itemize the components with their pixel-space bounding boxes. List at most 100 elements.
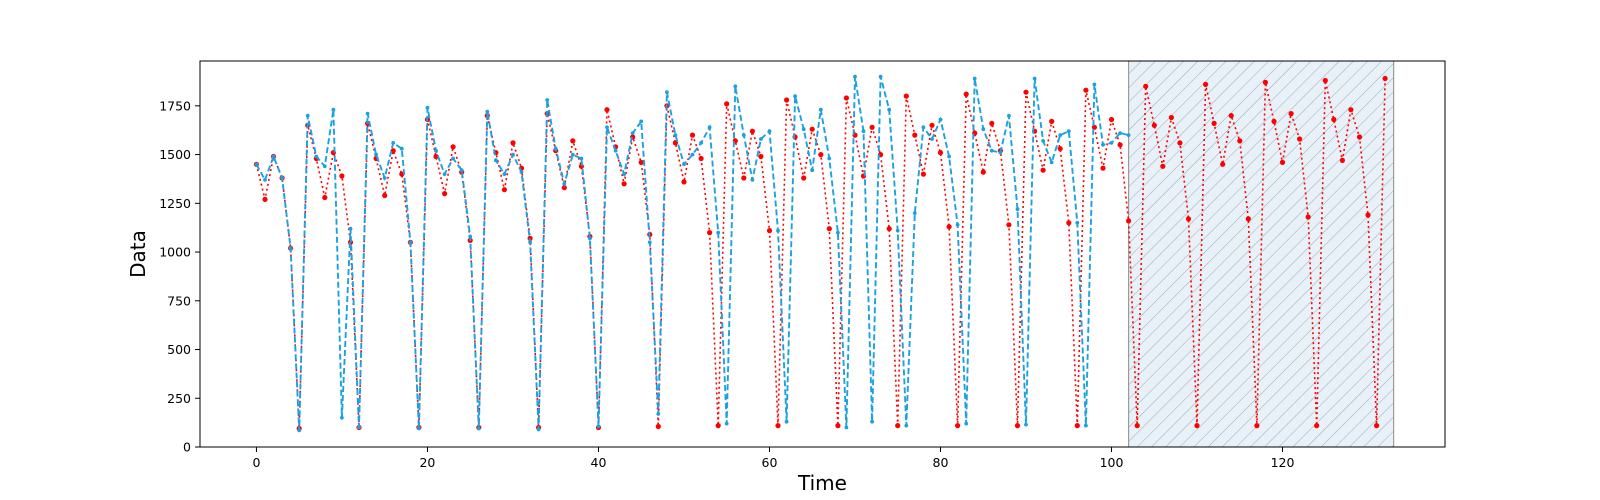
series-1-point	[1237, 138, 1243, 144]
series-1-point	[1314, 423, 1320, 429]
series-2-point	[818, 107, 823, 112]
series-1-point	[655, 423, 661, 430]
series-2-point	[570, 152, 575, 157]
series-1-point	[826, 226, 832, 232]
series-1-point	[1348, 107, 1354, 113]
series-2-point	[605, 125, 609, 130]
series-1-point	[715, 423, 721, 429]
series-2-point	[810, 168, 815, 173]
series-2-point	[699, 141, 703, 145]
series-1-point	[1049, 118, 1055, 124]
series-2-point	[511, 152, 515, 157]
series-2-point	[613, 148, 618, 153]
series-1-point	[501, 187, 507, 193]
series-2-point	[989, 148, 994, 153]
series-2-point	[528, 240, 532, 245]
series-2-point	[553, 146, 558, 151]
series-2-point	[459, 168, 464, 173]
series-2-point	[536, 427, 541, 432]
series-2-point	[1032, 76, 1037, 81]
series-1-point	[1211, 120, 1217, 126]
series-1-point	[1091, 124, 1097, 130]
series-2-point	[502, 172, 507, 177]
series-2-point	[784, 419, 789, 424]
series-2-point	[417, 426, 421, 431]
series-2-point	[1058, 133, 1063, 138]
series-2-point	[588, 236, 592, 241]
series-1-point	[809, 126, 815, 132]
series-1-point	[1177, 140, 1183, 146]
series-2-point	[596, 424, 601, 429]
series-2-point	[887, 107, 892, 112]
series-2-point	[545, 98, 550, 102]
series-2-point	[673, 133, 678, 138]
series-2-point	[836, 230, 840, 235]
series-1-point	[1331, 116, 1337, 123]
series-2-point	[904, 423, 909, 428]
series-1-point	[869, 124, 875, 130]
series-2-point	[1015, 207, 1020, 212]
series-2-point	[382, 176, 387, 180]
series-2-point	[494, 158, 498, 163]
series-1-point	[1339, 157, 1345, 163]
series-2-point	[981, 127, 986, 132]
series-1-point	[1006, 222, 1012, 228]
series-1-point	[920, 171, 927, 177]
series-2-point	[399, 146, 404, 151]
series-2-point	[622, 172, 626, 177]
series-2-point	[408, 240, 413, 245]
series-2-point	[844, 425, 849, 430]
series-2-point	[853, 74, 857, 79]
series-2-point	[434, 148, 438, 153]
series-2-point	[1024, 422, 1028, 427]
series-1-point	[1185, 216, 1192, 222]
series-1-point	[895, 423, 901, 429]
series-2-point	[972, 76, 977, 81]
series-1-point	[1014, 423, 1021, 429]
series-2-point	[656, 412, 661, 416]
x-tick-label: 100	[1100, 455, 1124, 470]
series-1-point	[433, 153, 439, 160]
series-2-point	[1041, 139, 1045, 143]
series-2-point	[263, 178, 267, 182]
series-1-point	[724, 101, 730, 107]
series-1-point	[1220, 161, 1226, 167]
series-2-point	[468, 234, 473, 239]
series-1-point	[1322, 77, 1328, 84]
series-2-point	[442, 172, 447, 177]
series-2-point	[665, 90, 669, 95]
series-2-point	[288, 246, 293, 251]
series-2-point	[1092, 82, 1097, 87]
series-2-point	[348, 226, 353, 231]
x-axis-title: Time	[797, 471, 847, 495]
series-1-point	[1151, 122, 1157, 128]
y-tick-label: 1750	[159, 98, 191, 113]
series-2-point	[750, 178, 755, 182]
series-1-point	[980, 169, 986, 175]
series-2-point	[280, 176, 284, 180]
series-1-point	[1279, 159, 1286, 165]
y-tick-label: 250	[167, 391, 191, 406]
series-2-point	[690, 152, 695, 157]
x-tick-label: 80	[933, 455, 949, 470]
series-1-point	[1194, 423, 1200, 429]
y-tick-label: 500	[167, 342, 191, 357]
x-tick-label: 0	[252, 455, 260, 470]
series-1-point	[989, 120, 995, 126]
series-2-point	[391, 141, 396, 145]
plot-frame	[199, 60, 1446, 448]
series-1-point	[1057, 146, 1063, 152]
series-2-point	[254, 162, 259, 167]
series-1-point	[1356, 134, 1363, 140]
series-2-point	[733, 84, 738, 89]
series-1-point	[1382, 75, 1388, 82]
series-2-point	[425, 105, 430, 110]
series-2-point	[912, 211, 917, 216]
series-1-point	[1228, 113, 1234, 119]
series-1-point	[681, 179, 687, 185]
series-1-point	[339, 173, 345, 179]
series-1-point	[1160, 163, 1166, 169]
series-1-point	[843, 95, 850, 101]
series-2-point	[1049, 160, 1054, 165]
